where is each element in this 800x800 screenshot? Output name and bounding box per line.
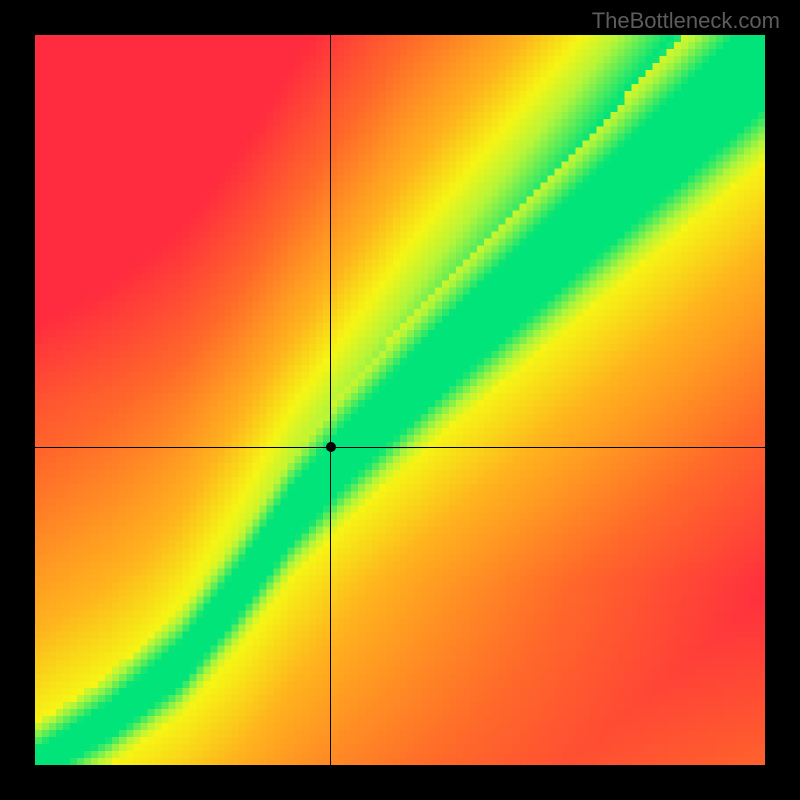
chart-container: TheBottleneck.com [0, 0, 800, 800]
crosshair-horizontal [35, 447, 765, 448]
heatmap-canvas [35, 35, 765, 765]
watermark-text: TheBottleneck.com [592, 8, 780, 34]
crosshair-vertical [330, 35, 331, 765]
heatmap-plot [35, 35, 765, 765]
